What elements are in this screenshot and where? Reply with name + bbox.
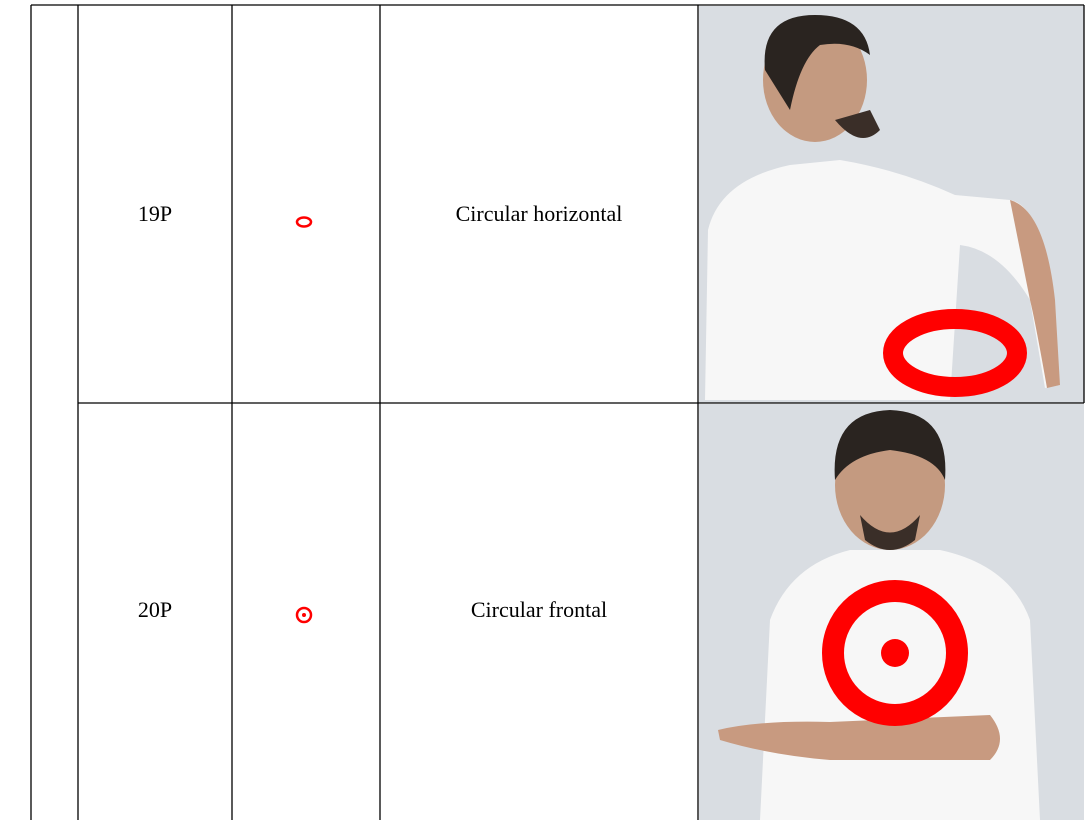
symbol-horizontal-circle <box>295 216 313 228</box>
table-grid <box>30 4 1085 820</box>
row-code: 20P <box>138 597 172 622</box>
row-description: Circular frontal <box>471 597 607 622</box>
symbol-frontal-circle <box>295 606 313 624</box>
row-code: 19P <box>138 201 172 226</box>
photo-circular-horizontal <box>699 6 1084 403</box>
photo-circular-frontal <box>699 404 1084 820</box>
row-description: Circular horizontal <box>456 201 623 226</box>
